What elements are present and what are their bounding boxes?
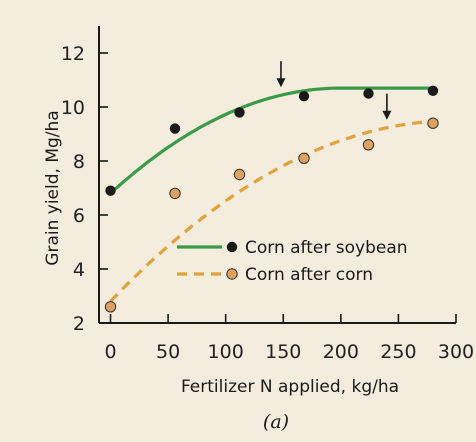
- legend-marker: [226, 268, 238, 280]
- optimum-arrows: [276, 61, 392, 120]
- optimum-arrow: [382, 93, 392, 120]
- x-tick-label: 100: [208, 341, 244, 363]
- x-tick-label: 150: [265, 341, 301, 363]
- optimum-arrow: [276, 61, 286, 88]
- legend-marker: [226, 241, 238, 253]
- x-axis-label: Fertilizer N applied, kg/ha: [181, 377, 399, 397]
- y-tick-label: 2: [73, 313, 85, 335]
- figure-caption: (a): [263, 411, 289, 433]
- data-point: [298, 152, 310, 165]
- legend-label: Corn after corn: [245, 265, 373, 285]
- x-tick-label: 300: [438, 341, 474, 363]
- axes: 2 4 6 8 10 12 0 50 100 150 200 250 300: [61, 26, 474, 363]
- data-point: [427, 85, 439, 97]
- y-tick-label: 12: [61, 43, 85, 65]
- data-point: [298, 91, 310, 102]
- y-tick-label: 10: [61, 97, 85, 119]
- data-point: [362, 139, 375, 151]
- fit-curve-corn-after-corn: [109, 119, 434, 303]
- legend-label: Corn after soybean: [245, 238, 408, 258]
- data-point: [427, 117, 439, 129]
- y-tick-label: 8: [73, 151, 85, 173]
- data-point: [169, 187, 181, 200]
- legend-item-corn-after-soybean: Corn after soybean: [177, 238, 408, 258]
- data-point: [363, 88, 374, 99]
- x-tick-label: 200: [323, 341, 359, 363]
- data-point: [105, 185, 116, 196]
- x-tick-label: 50: [156, 341, 180, 363]
- legend: Corn after soybean Corn after corn: [177, 238, 408, 285]
- y-tick-label: 6: [73, 205, 85, 227]
- fit-curves: [109, 86, 434, 303]
- data-point: [233, 168, 246, 181]
- data-point: [104, 301, 117, 313]
- y-tick-label: 4: [73, 259, 85, 281]
- data-point: [169, 123, 181, 134]
- legend-item-corn-after-corn: Corn after corn: [177, 265, 373, 285]
- data-points: [104, 85, 439, 313]
- fit-curve-corn-after-soybean: [109, 86, 433, 195]
- x-tick-label: 250: [380, 341, 416, 363]
- y-axis-label: Grain yield, Mg/ha: [43, 110, 63, 265]
- x-tick-label: 0: [104, 341, 116, 363]
- data-point: [234, 107, 245, 118]
